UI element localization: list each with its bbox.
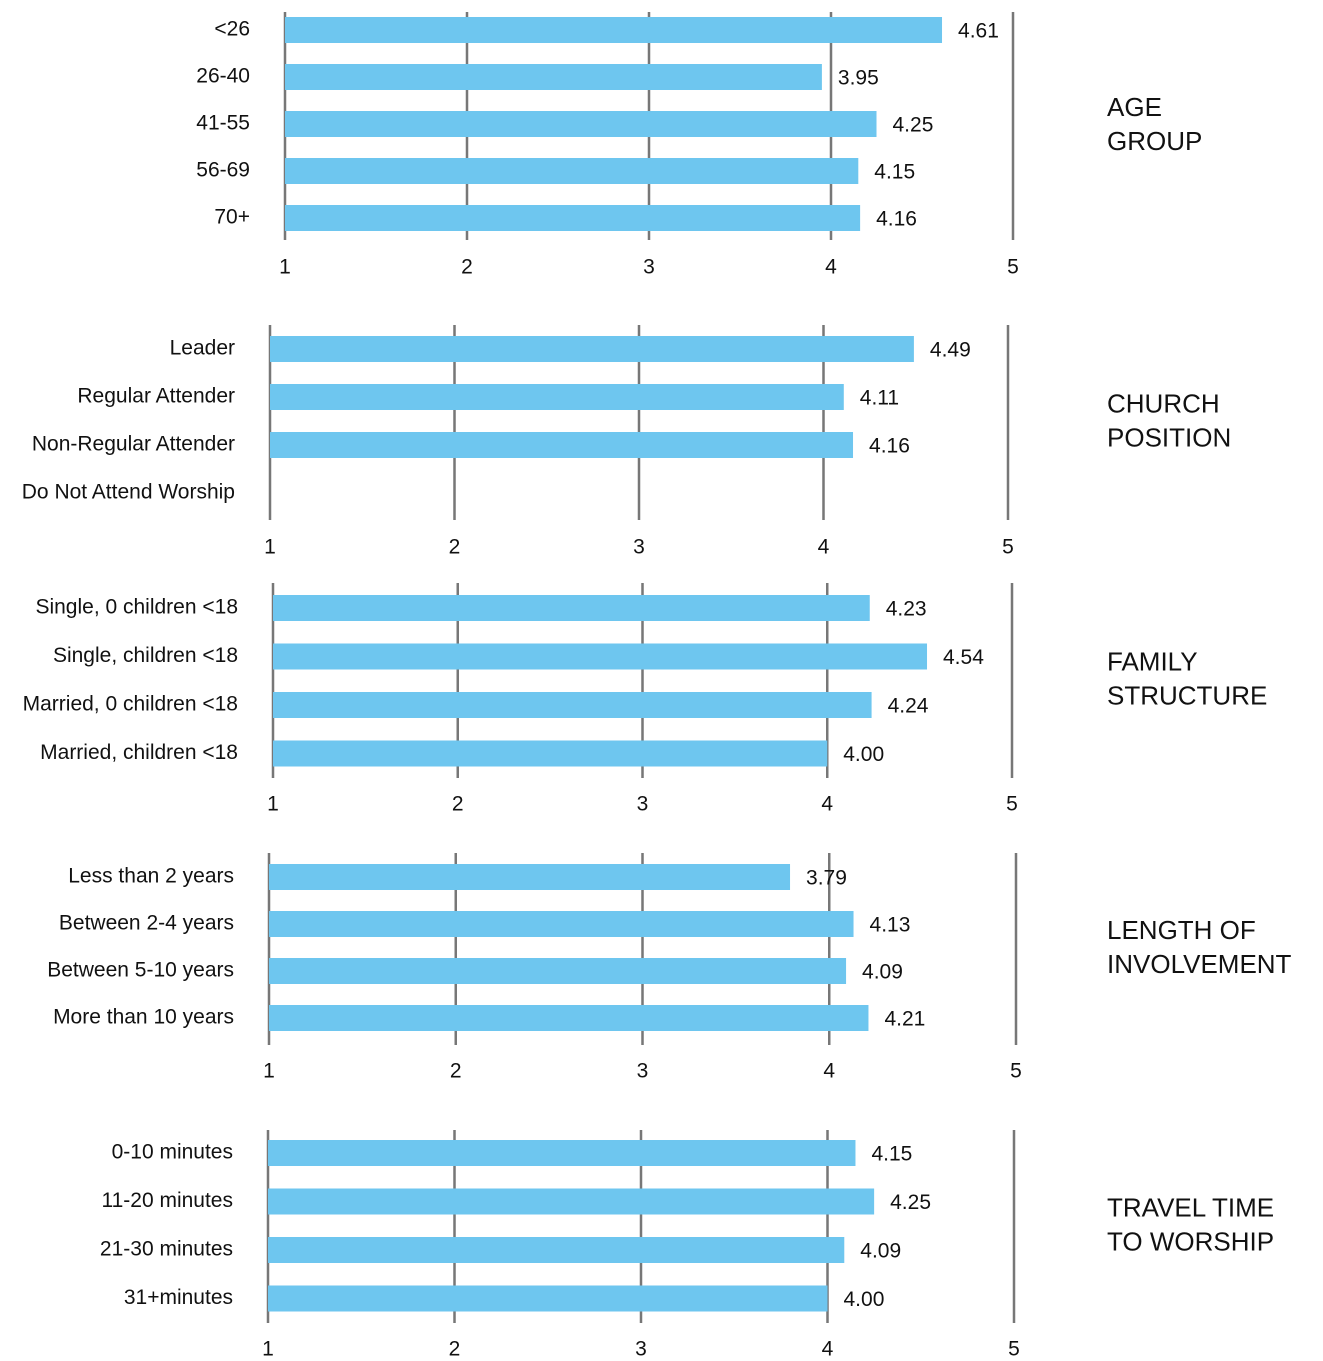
bar	[273, 643, 928, 670]
bar	[285, 205, 861, 231]
x-tick-label: 1	[267, 793, 279, 816]
y-tick-label: Leader	[170, 337, 235, 360]
y-tick-label: 70+	[214, 206, 250, 229]
value-label: 4.09	[862, 961, 903, 984]
bar	[269, 864, 791, 890]
value-label: 4.49	[930, 339, 971, 362]
x-tick-label: 3	[637, 1060, 649, 1083]
bar	[268, 1188, 875, 1215]
x-tick-label: 1	[262, 1338, 274, 1361]
x-tick-label: 1	[263, 1060, 275, 1083]
value-label: 4.23	[886, 598, 927, 621]
value-label: 4.00	[843, 743, 884, 766]
bar	[268, 1237, 845, 1263]
y-tick-label: 0-10 minutes	[112, 1141, 233, 1164]
bar	[285, 64, 822, 90]
value-label: 4.00	[844, 1288, 885, 1311]
y-tick-label: 41-55	[196, 112, 250, 135]
x-tick-label: 2	[449, 536, 461, 559]
bar	[285, 111, 877, 137]
bar	[285, 17, 943, 43]
bar	[270, 336, 914, 362]
x-tick-label: 4	[825, 256, 837, 279]
bar	[268, 1140, 856, 1166]
value-label: 4.21	[884, 1008, 925, 1031]
x-tick-label: 3	[637, 793, 649, 816]
y-tick-label: Single, 0 children <18	[35, 596, 238, 619]
x-tick-label: 2	[449, 1338, 461, 1361]
value-label: 4.11	[860, 387, 899, 410]
value-label: 4.61	[958, 20, 999, 43]
bar	[269, 1005, 869, 1031]
y-tick-label: <26	[214, 18, 250, 41]
x-tick-label: 1	[279, 256, 291, 279]
y-tick-label: 31+minutes	[124, 1286, 233, 1309]
group-title: GROUP	[1107, 126, 1202, 156]
group-title: INVOLVEMENT	[1107, 949, 1292, 979]
group-title: AGE	[1107, 92, 1162, 122]
value-label: 4.15	[871, 1143, 912, 1166]
y-tick-label: More than 10 years	[53, 1006, 234, 1029]
x-tick-label: 5	[1010, 1060, 1022, 1083]
value-label: 4.15	[874, 161, 915, 184]
x-tick-label: 2	[450, 1060, 462, 1083]
y-tick-label: 21-30 minutes	[100, 1238, 233, 1261]
y-tick-label: Regular Attender	[77, 385, 235, 408]
x-tick-label: 5	[1006, 793, 1018, 816]
value-label: 4.25	[890, 1191, 931, 1214]
group-title: TO WORSHIP	[1107, 1226, 1274, 1256]
y-tick-label: 11-20 minutes	[101, 1189, 233, 1212]
group-title: STRUCTURE	[1107, 680, 1267, 710]
value-label: 4.09	[860, 1240, 901, 1263]
group-title: POSITION	[1107, 422, 1231, 452]
y-tick-label: Married, 0 children <18	[23, 693, 238, 716]
x-tick-label: 5	[1007, 256, 1019, 279]
x-tick-label: 1	[264, 536, 276, 559]
x-tick-label: 3	[633, 536, 645, 559]
bar	[269, 911, 854, 937]
group-title: LENGTH OF	[1107, 915, 1256, 945]
x-tick-label: 5	[1002, 536, 1014, 559]
y-tick-label: 56-69	[196, 159, 250, 182]
group-title: FAMILY	[1107, 646, 1198, 676]
x-tick-label: 2	[461, 256, 473, 279]
value-label: 4.54	[943, 646, 984, 669]
value-label: 4.16	[876, 208, 917, 231]
y-tick-label: 26-40	[196, 65, 250, 88]
bar	[273, 595, 870, 621]
x-tick-label: 4	[818, 536, 830, 559]
y-tick-label: Between 5-10 years	[47, 959, 234, 982]
bar	[273, 740, 828, 767]
x-tick-label: 4	[822, 1338, 834, 1361]
value-label: 3.79	[806, 867, 847, 890]
value-label: 3.95	[838, 67, 879, 90]
x-tick-label: 4	[823, 1060, 835, 1083]
group-title: CHURCH	[1107, 388, 1220, 418]
y-tick-label: Do Not Attend Worship	[22, 481, 235, 504]
x-tick-label: 3	[643, 256, 655, 279]
bar	[273, 692, 872, 718]
value-label: 4.16	[869, 435, 910, 458]
y-tick-label: Single, children <18	[53, 644, 238, 667]
value-label: 4.25	[893, 114, 934, 137]
value-label: 4.13	[870, 914, 911, 937]
y-tick-label: Non-Regular Attender	[32, 433, 235, 456]
x-tick-label: 2	[452, 793, 464, 816]
bar	[269, 958, 847, 984]
x-tick-label: 5	[1008, 1338, 1020, 1361]
value-label: 4.24	[888, 695, 929, 718]
y-tick-label: Between 2-4 years	[59, 912, 234, 935]
y-tick-label: Less than 2 years	[68, 865, 234, 888]
group-title: TRAVEL TIME	[1107, 1192, 1274, 1222]
bar	[270, 432, 854, 458]
bar	[270, 384, 844, 410]
y-tick-label: Married, children <18	[40, 741, 238, 764]
x-tick-label: 4	[821, 793, 833, 816]
bar	[285, 158, 859, 184]
bar	[268, 1285, 828, 1312]
x-tick-label: 3	[635, 1338, 647, 1361]
